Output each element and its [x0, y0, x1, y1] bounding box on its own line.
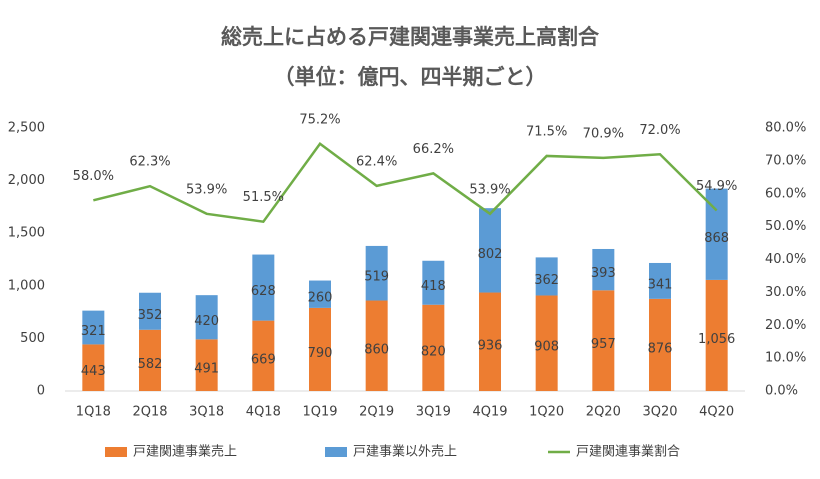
x-tick-label: 1Q18	[76, 405, 111, 420]
y2-tick-label: 50.0%	[765, 219, 806, 234]
bar-value-label: 802	[478, 247, 503, 262]
line-value-label: 72.0%	[639, 123, 680, 138]
y2-tick-label: 10.0%	[765, 351, 806, 366]
y2-tick-label: 20.0%	[765, 318, 806, 333]
line-value-label: 70.9%	[583, 126, 624, 141]
x-tick-label: 3Q18	[189, 405, 224, 420]
y2-tick-label: 60.0%	[765, 186, 806, 201]
y-tick-label: 2,000	[8, 173, 45, 188]
y2-tick-label: 30.0%	[765, 285, 806, 300]
bar-value-label: 820	[421, 344, 446, 359]
bar-value-label: 790	[308, 346, 333, 361]
bar	[365, 300, 388, 391]
line-value-label: 54.9%	[696, 179, 737, 194]
bar	[195, 339, 218, 391]
bar-value-label: 420	[194, 314, 219, 329]
line	[93, 142, 718, 224]
bar	[479, 208, 501, 293]
bar	[195, 295, 218, 340]
y-tick-label: 1,500	[8, 226, 45, 241]
bar	[82, 310, 105, 345]
y-tick-label: 1,000	[8, 278, 45, 293]
bar-value-label: 957	[591, 337, 616, 352]
bar	[422, 304, 445, 391]
bar	[139, 329, 161, 391]
bar-value-label: 860	[364, 342, 389, 357]
chart-subtitle: （単位：億円、四半期ごと）	[274, 65, 547, 89]
x-tick-label: 1Q19	[302, 405, 337, 420]
x-tick-label: 4Q19	[472, 405, 507, 420]
bar	[705, 188, 728, 280]
bar	[592, 290, 615, 391]
y2-tick-label: 70.0%	[765, 153, 806, 168]
line-value-label: 71.5%	[526, 124, 567, 139]
y-tick-label: 0	[37, 384, 45, 399]
bar-value-label: 321	[81, 324, 106, 339]
x-tick-label: 1Q20	[529, 405, 564, 420]
x-tick-label: 3Q20	[642, 405, 677, 420]
bar-value-label: 582	[138, 357, 163, 372]
y2-tick-label: 40.0%	[765, 252, 806, 267]
bar	[252, 320, 275, 391]
bar-value-label: 868	[704, 231, 729, 246]
bar-value-label: 341	[648, 277, 673, 292]
bar	[535, 257, 558, 296]
bar-value-label: 1,056	[698, 332, 735, 347]
bar	[592, 248, 615, 291]
line-value-label: 53.9%	[469, 182, 510, 197]
y-tick-label: 2,500	[8, 121, 45, 136]
y-tick-label: 500	[20, 331, 45, 346]
legend-label: 戸建関連事業割合	[576, 444, 680, 460]
x-tick-label: 4Q20	[699, 405, 734, 420]
bar	[365, 245, 388, 301]
bar-value-label: 352	[138, 308, 163, 323]
bar	[139, 292, 161, 330]
bar	[252, 254, 275, 321]
bar	[82, 344, 105, 391]
line-value-label: 66.2%	[413, 142, 454, 157]
line-value-label: 53.9%	[186, 182, 227, 197]
bar	[479, 292, 501, 391]
bar-value-label: 443	[81, 364, 106, 379]
bar-value-label: 393	[591, 266, 616, 281]
bar-value-label: 628	[251, 284, 276, 299]
bar	[649, 298, 671, 391]
y2-tick-label: 80.0%	[765, 121, 806, 136]
bar-value-label: 908	[534, 340, 559, 355]
line-value-label: 75.2%	[299, 112, 340, 127]
bar-value-label: 876	[648, 341, 673, 356]
bar	[535, 295, 558, 391]
bar-value-label: 362	[534, 273, 559, 288]
line-value-label: 51.5%	[243, 190, 284, 205]
legend-swatch	[105, 447, 127, 457]
bar	[422, 260, 445, 305]
bar	[309, 280, 331, 308]
legend-label: 戸建関連事業売上	[133, 444, 237, 460]
x-tick-label: 2Q19	[359, 405, 394, 420]
chart-title: 総売上に占める戸建関連事業売上高割合	[221, 25, 600, 49]
bar	[705, 279, 728, 391]
legend-swatch	[325, 447, 347, 457]
line-value-label: 58.0%	[73, 169, 114, 184]
bar-value-label: 260	[308, 291, 333, 306]
bar-value-label: 491	[194, 362, 219, 377]
bar-value-label: 936	[478, 338, 503, 353]
line-value-label: 62.4%	[356, 154, 397, 169]
x-tick-label: 2Q20	[586, 405, 621, 420]
x-tick-label: 4Q18	[246, 405, 281, 420]
bar	[309, 307, 331, 391]
x-tick-label: 2Q18	[132, 405, 167, 420]
line-value-label: 62.3%	[129, 155, 170, 170]
bar	[649, 262, 671, 299]
y2-tick-label: 0.0%	[765, 384, 798, 399]
bar-value-label: 519	[364, 270, 389, 285]
bar-value-label: 669	[251, 352, 276, 367]
bar-value-label: 418	[421, 279, 446, 294]
x-tick-label: 3Q19	[416, 405, 451, 420]
legend-label: 戸建事業以外売上	[353, 444, 457, 460]
